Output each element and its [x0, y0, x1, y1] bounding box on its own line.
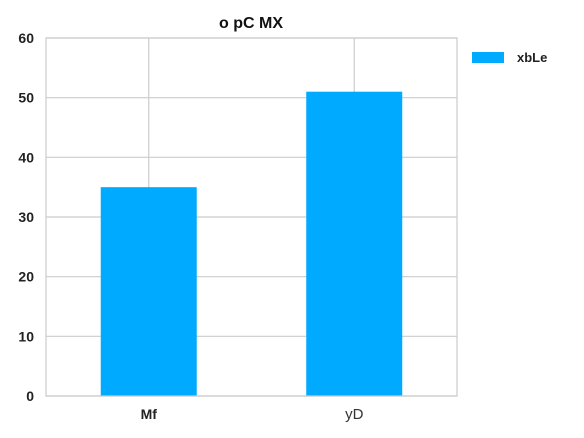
y-tick-label: 0 — [26, 388, 34, 404]
x-axis-ticks: Mf yD — [141, 406, 364, 423]
chart-title: o pC MX — [219, 15, 283, 32]
legend-label-xbLe: xbLe — [517, 50, 547, 65]
y-tick-label: 40 — [18, 149, 34, 165]
plot-frame — [45, 37, 458, 397]
legend-swatch — [472, 52, 504, 63]
y-tick-label: 10 — [18, 328, 34, 344]
y-tick-label: 20 — [18, 269, 34, 285]
x-tick-label-yD: yD — [345, 406, 364, 423]
x-tick-label-Mf: Mf — [141, 406, 158, 422]
y-tick-label: 30 — [18, 209, 34, 225]
y-tick-label: 50 — [18, 90, 34, 106]
y-tick-label: 60 — [18, 30, 34, 46]
legend[interactable]: xbLe — [472, 50, 547, 65]
bar-Mf[interactable] — [100, 187, 197, 396]
bar-layer — [100, 91, 403, 396]
bar-yD[interactable] — [306, 91, 403, 396]
y-axis-ticks: 0 10 20 30 40 50 60 — [18, 30, 34, 404]
